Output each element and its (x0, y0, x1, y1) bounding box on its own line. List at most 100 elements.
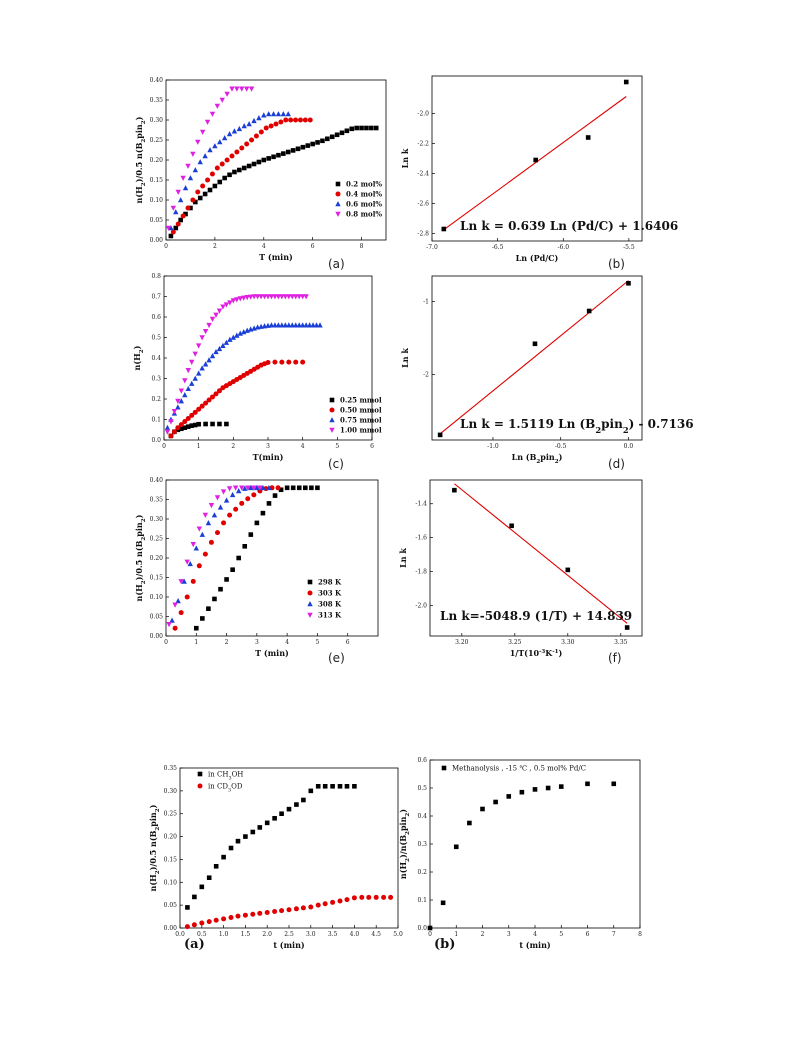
data-point (251, 492, 257, 498)
data-point (185, 163, 191, 169)
data-point (195, 343, 202, 349)
x-tick-label: 3 (507, 931, 511, 938)
data-point (261, 157, 267, 163)
data-point (189, 412, 195, 418)
x-tick-label: 2 (231, 443, 235, 450)
legend-marker (335, 201, 341, 207)
data-point (220, 304, 226, 310)
series-0-6-mol- (168, 111, 291, 231)
data-point (224, 157, 230, 163)
data-point (206, 322, 212, 329)
data-point (182, 425, 188, 430)
fit-line (454, 483, 628, 624)
panel-label: (f) (608, 651, 622, 665)
x-axis-label: T (min) (255, 648, 289, 658)
data-point (222, 175, 227, 181)
data-point (217, 179, 223, 185)
series-in-ch-oh (185, 783, 357, 910)
plot-frame (431, 275, 643, 441)
data-point (270, 111, 277, 117)
x-tick-label: 4 (285, 639, 289, 646)
data-point (293, 294, 299, 300)
data-point (208, 503, 215, 509)
data-point (192, 375, 198, 381)
x-tick-label: 3.35 (614, 639, 628, 646)
data-point (192, 351, 198, 357)
legend-marker (335, 181, 341, 187)
data-point (165, 225, 172, 231)
y-tick-label: 0.0 (151, 437, 161, 444)
y-tick-label: -2.2 (417, 141, 429, 148)
y-tick-label: -2.6 (417, 201, 429, 208)
data-point (196, 563, 202, 569)
x-tick-label: 4 (262, 243, 266, 250)
data-point (286, 322, 292, 328)
data-point (164, 429, 171, 435)
x-tick-label: 0 (428, 931, 432, 938)
data-point (427, 925, 433, 931)
data-point (307, 117, 313, 123)
x-tick-label: 6 (370, 443, 374, 450)
series-1-00-mmol (164, 294, 309, 435)
data-point (196, 406, 202, 412)
data-point (257, 910, 263, 916)
data-point (177, 197, 184, 203)
data-point (179, 426, 184, 432)
x-tick-label: 4.0 (350, 931, 360, 938)
data-point (206, 357, 212, 363)
data-point (245, 485, 251, 491)
data-point (251, 294, 257, 300)
data-point (585, 781, 590, 787)
data-point (315, 902, 321, 908)
data-point (187, 175, 194, 181)
x-tick-label: 3.25 (508, 639, 522, 646)
data-point (272, 493, 278, 498)
data-point (195, 139, 201, 145)
y-tick-label: 0.4 (151, 355, 161, 362)
data-point (349, 126, 355, 132)
legend-label: 0.25 mmol (340, 396, 382, 405)
data-point (233, 506, 239, 512)
data-point (279, 359, 285, 365)
x-tick-label: 2.0 (262, 931, 272, 938)
chart-c: 0 1 2 3 4 5 6 0.0 0.1 0.2 0.3 0.4 0.5 0.6 0.7 0.8 T(min)… (132, 273, 382, 471)
y-tick-label: -1 (423, 299, 429, 306)
data-point (467, 820, 472, 826)
legend-marker (329, 397, 335, 403)
data-point (178, 388, 185, 394)
data-point (286, 806, 292, 812)
data-point (178, 422, 184, 428)
y-tick-label: 0.15 (150, 177, 164, 184)
data-point (184, 924, 190, 930)
data-point (234, 86, 240, 92)
y-tick-label: 0.05 (150, 217, 164, 224)
data-point (189, 380, 195, 386)
data-point (199, 531, 206, 537)
data-point (303, 322, 309, 328)
data-point (182, 378, 188, 384)
x-tick-label: 2.5 (284, 931, 294, 938)
data-point (247, 294, 254, 300)
data-point (278, 119, 284, 125)
data-point (246, 121, 252, 127)
data-point (213, 312, 219, 318)
data-point (191, 922, 197, 928)
data-point (199, 129, 206, 135)
data-point (242, 544, 248, 549)
data-point (178, 217, 183, 223)
y-axis-label: Ln k (398, 548, 408, 568)
data-point (315, 485, 320, 491)
y-tick-label: 0.40 (150, 477, 164, 484)
data-point (275, 322, 282, 328)
data-point (275, 485, 281, 491)
data-point (192, 409, 198, 415)
series-0 (452, 487, 630, 630)
data-point (217, 139, 223, 145)
data-point (168, 225, 174, 231)
data-point (244, 141, 250, 147)
data-point (306, 322, 313, 328)
x-axis-label: t (min) (273, 940, 305, 950)
data-point (230, 567, 235, 572)
data-point (273, 121, 279, 127)
y-tick-label: 0.05 (150, 614, 164, 621)
